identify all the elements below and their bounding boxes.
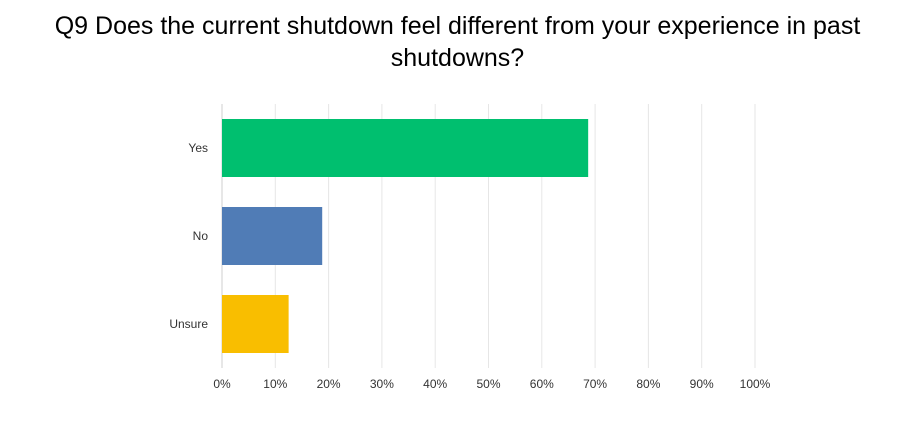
x-tick-label: 60% [530, 377, 554, 391]
x-tick-label: 40% [423, 377, 447, 391]
x-tick-label: 50% [476, 377, 500, 391]
x-tick-label: 0% [213, 377, 231, 391]
x-tick-label: 80% [636, 377, 660, 391]
x-tick-label: 10% [263, 377, 287, 391]
bar-yes [222, 119, 589, 177]
x-tick-label: 70% [583, 377, 607, 391]
category-label-no: No [193, 229, 209, 243]
x-tick-label: 90% [690, 377, 714, 391]
x-tick-label: 30% [370, 377, 394, 391]
category-label-yes: Yes [188, 141, 208, 155]
x-tick-labels: 0% 10% 20% 30% 40% 50% 60% 70% 80% 90% 100% [213, 377, 770, 391]
bar-unsure [222, 295, 289, 353]
bar-no [222, 207, 323, 265]
bars [222, 119, 589, 353]
x-tick-label: 100% [740, 377, 771, 391]
category-label-unsure: Unsure [169, 317, 208, 331]
category-labels: Yes No Unsure [169, 141, 208, 331]
x-tick-label: 20% [317, 377, 341, 391]
chart-title: Q9 Does the current shutdown feel differ… [54, 12, 861, 72]
